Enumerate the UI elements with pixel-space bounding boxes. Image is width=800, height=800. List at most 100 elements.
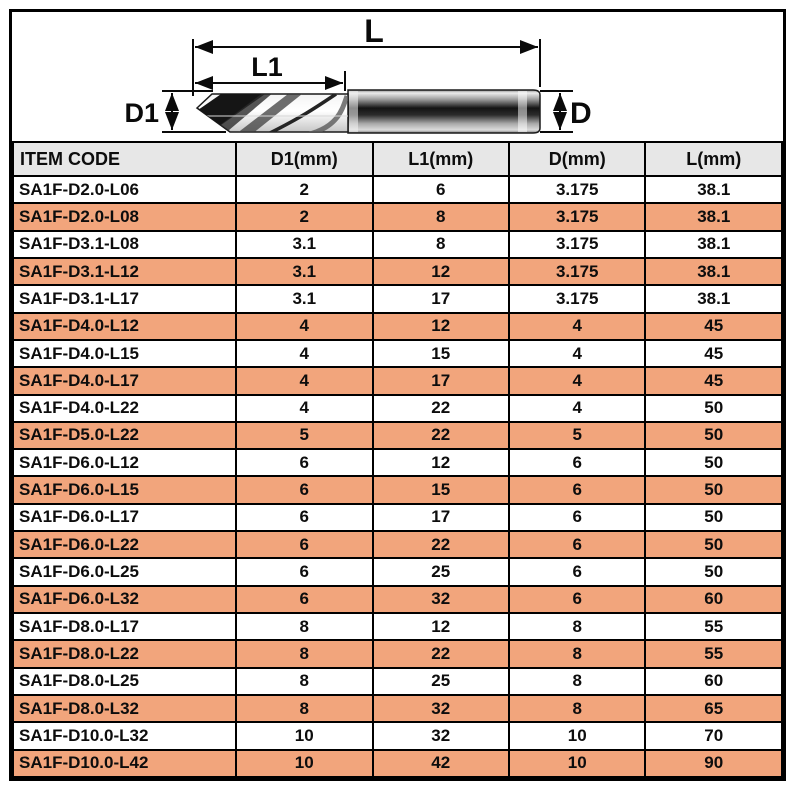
d-value-cell: 6: [507, 584, 647, 615]
col-header-item-code: ITEM CODE: [11, 141, 238, 177]
d1-value-cell: 2: [235, 174, 374, 205]
l-value-cell: 38.1: [644, 202, 783, 232]
d1-value-cell: 10: [235, 721, 374, 751]
d1-value-cell: 6: [235, 584, 374, 615]
d-value-cell: 6: [507, 475, 647, 505]
d-value-cell: 5: [507, 420, 647, 451]
d1-value-cell: 6: [235, 475, 374, 505]
table-row: SA1F-D8.0-L22 8 22 8 55: [11, 639, 783, 669]
l1-value-cell: 32: [371, 693, 510, 724]
l-value-cell: 55: [644, 611, 783, 642]
label-flute-length: L1: [251, 52, 283, 82]
l1-value-cell: 25: [371, 557, 510, 587]
d1-value-cell: 3.1: [235, 284, 374, 314]
spec-sheet: L L1 D1 D ITEM CODE D1(mm) L1(mm) D(mm) …: [9, 9, 786, 781]
d1-value-cell: 10: [235, 748, 374, 779]
l-value-cell: 50: [644, 393, 783, 423]
item-code-cell: SA1F-D5.0-L22: [11, 420, 238, 451]
table-row: SA1F-D5.0-L22 5 22 5 50: [11, 420, 783, 451]
table-row: SA1F-D8.0-L17 8 12 8 55: [11, 611, 783, 642]
d1-value-cell: 4: [235, 338, 374, 369]
label-cutting-diameter: D1: [124, 98, 159, 128]
l1-value-cell: 6: [371, 174, 510, 205]
item-code-cell: SA1F-D6.0-L17: [11, 502, 238, 533]
l1-value-cell: 12: [371, 311, 510, 341]
item-code-cell: SA1F-D6.0-L22: [11, 530, 238, 560]
d-value-cell: 8: [507, 666, 647, 696]
item-code-cell: SA1F-D8.0-L22: [11, 639, 238, 669]
item-code-cell: SA1F-D8.0-L32: [11, 693, 238, 724]
table-row: SA1F-D4.0-L22 4 22 4 50: [11, 393, 783, 423]
item-code-cell: SA1F-D10.0-L32: [11, 721, 238, 751]
l1-value-cell: 17: [371, 502, 510, 533]
extension-lines: [162, 39, 573, 133]
item-code-cell: SA1F-D3.1-L08: [11, 229, 238, 259]
d1-value-cell: 6: [235, 448, 374, 478]
item-code-cell: SA1F-D6.0-L32: [11, 584, 238, 615]
d-value-cell: 4: [507, 393, 647, 423]
l-value-cell: 60: [644, 666, 783, 696]
l1-value-cell: 12: [371, 256, 510, 287]
d-value-cell: 3.175: [507, 256, 647, 287]
table-row: SA1F-D6.0-L22 6 22 6 50: [11, 530, 783, 560]
item-code-cell: SA1F-D4.0-L15: [11, 338, 238, 369]
l1-value-cell: 25: [371, 666, 510, 696]
l1-value-cell: 42: [371, 748, 510, 779]
item-code-cell: SA1F-D2.0-L06: [11, 174, 238, 205]
table-row: SA1F-D6.0-L12 6 12 6 50: [11, 448, 783, 478]
item-code-cell: SA1F-D2.0-L08: [11, 202, 238, 232]
l1-value-cell: 22: [371, 530, 510, 560]
table-row: SA1F-D6.0-L15 6 15 6 50: [11, 475, 783, 505]
table-row: SA1F-D4.0-L17 4 17 4 45: [11, 366, 783, 396]
d1-value-cell: 5: [235, 420, 374, 451]
d1-value-cell: 2: [235, 202, 374, 232]
table-row: SA1F-D3.1-L12 3.1 12 3.175 38.1: [11, 256, 783, 287]
d1-value-cell: 8: [235, 666, 374, 696]
d-value-cell: 10: [507, 721, 647, 751]
d1-value-cell: 3.1: [235, 256, 374, 287]
d-value-cell: 6: [507, 530, 647, 560]
col-header-l: L(mm): [644, 141, 783, 177]
l1-value-cell: 8: [371, 229, 510, 259]
d1-value-cell: 3.1: [235, 229, 374, 259]
l1-value-cell: 17: [371, 366, 510, 396]
table-row: SA1F-D10.0-L32 10 32 10 70: [11, 721, 783, 751]
l-value-cell: 70: [644, 721, 783, 751]
l-value-cell: 50: [644, 530, 783, 560]
shank-shape: [347, 89, 541, 134]
l1-value-cell: 17: [371, 284, 510, 314]
d-value-cell: 6: [507, 502, 647, 533]
dimension-lines: [165, 40, 567, 130]
l-value-cell: 45: [644, 311, 783, 341]
d1-value-cell: 4: [235, 366, 374, 396]
table-row: SA1F-D3.1-L08 3.1 8 3.175 38.1: [11, 229, 783, 259]
item-code-cell: SA1F-D6.0-L25: [11, 557, 238, 587]
tool-dimension-diagram: L L1 D1 D: [12, 12, 783, 141]
table-row: SA1F-D3.1-L17 3.1 17 3.175 38.1: [11, 284, 783, 314]
item-code-cell: SA1F-D4.0-L22: [11, 393, 238, 423]
d1-value-cell: 8: [235, 693, 374, 724]
d-value-cell: 4: [507, 338, 647, 369]
l-value-cell: 50: [644, 448, 783, 478]
table-row: SA1F-D6.0-L25 6 25 6 50: [11, 557, 783, 587]
spec-table-body: SA1F-D2.0-L06 2 6 3.175 38.1 SA1F-D2.0-L08 2 8 3…: [11, 174, 783, 779]
item-code-cell: SA1F-D10.0-L42: [11, 748, 238, 779]
l-value-cell: 45: [644, 366, 783, 396]
l-value-cell: 38.1: [644, 174, 783, 205]
l-value-cell: 38.1: [644, 284, 783, 314]
item-code-cell: SA1F-D6.0-L12: [11, 448, 238, 478]
d-value-cell: 3.175: [507, 174, 647, 205]
l1-value-cell: 22: [371, 639, 510, 669]
d1-value-cell: 4: [235, 311, 374, 341]
l-value-cell: 38.1: [644, 256, 783, 287]
l-value-cell: 45: [644, 338, 783, 369]
l1-value-cell: 32: [371, 584, 510, 615]
table-row: SA1F-D8.0-L25 8 25 8 60: [11, 666, 783, 696]
label-overall-length: L: [364, 13, 384, 49]
header-row: ITEM CODE D1(mm) L1(mm) D(mm) L(mm): [11, 141, 783, 177]
flute-spiral-detail: [198, 94, 348, 132]
d1-value-cell: 8: [235, 611, 374, 642]
l-value-cell: 55: [644, 639, 783, 669]
l1-value-cell: 12: [371, 611, 510, 642]
l1-value-cell: 15: [371, 475, 510, 505]
